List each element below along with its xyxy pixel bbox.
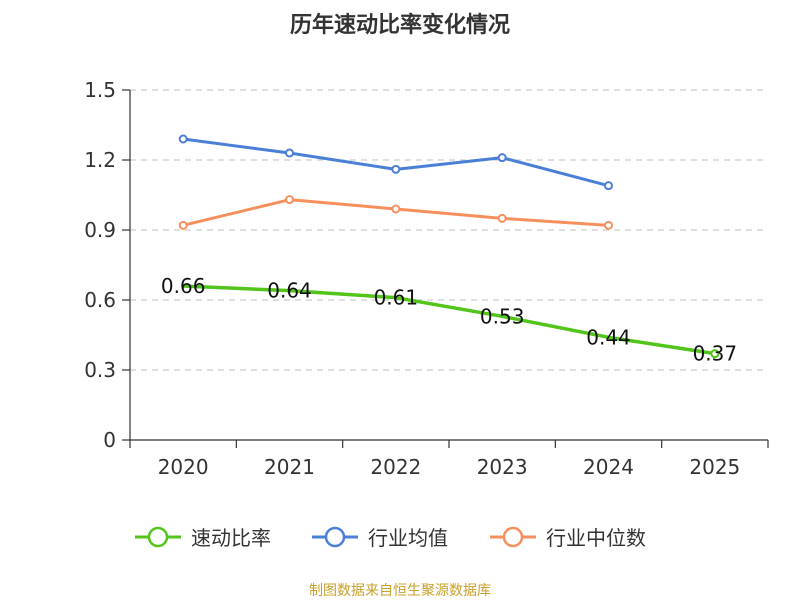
data-label: 0.66 xyxy=(161,274,206,298)
chart-title: 历年速动比率变化情况 xyxy=(290,12,510,38)
legend-marker-1 xyxy=(324,526,346,548)
y-tick-label: 0 xyxy=(103,428,116,452)
axes: 0 0.3 0.6 0.9 1.2 1.5 2020 2021 2022 2023 2024 2025 xyxy=(84,78,769,479)
x-tick-label: 2025 xyxy=(689,455,740,479)
data-point xyxy=(497,153,507,163)
y-tick-label: 0.9 xyxy=(84,218,116,242)
data-point xyxy=(285,148,294,158)
y-tick-label: 0.6 xyxy=(84,288,116,312)
data-point xyxy=(604,220,613,230)
data-point xyxy=(604,181,613,191)
data-label: 0.44 xyxy=(586,325,631,349)
source-note: 制图数据来自恒生聚源数据库 xyxy=(309,583,491,599)
x-tick-label: 2021 xyxy=(264,455,315,479)
legend: 速动比率 行业均值 行业中位数 xyxy=(135,526,646,550)
legend-label-1: 行业均值 xyxy=(368,526,448,550)
legend-label-2: 行业中位数 xyxy=(546,526,646,550)
data-label: 0.61 xyxy=(374,286,419,310)
data-label: 0.64 xyxy=(267,279,312,303)
series-group xyxy=(178,134,720,359)
data-point xyxy=(391,164,401,174)
x-tick-label: 2020 xyxy=(158,455,209,479)
data-label: 0.53 xyxy=(480,304,525,328)
data-point xyxy=(497,213,507,223)
x-tick-label: 2023 xyxy=(477,455,528,479)
data-point xyxy=(710,349,720,359)
data-point xyxy=(391,204,401,214)
data-label: 0.37 xyxy=(693,342,738,366)
data-point xyxy=(178,134,188,144)
y-tick-label: 1.5 xyxy=(84,78,116,102)
y-tick-label: 0.3 xyxy=(84,358,116,382)
series-line-1 xyxy=(182,137,609,188)
grid-lines xyxy=(130,89,768,371)
series-line-0 xyxy=(183,284,716,356)
data-point xyxy=(285,195,294,205)
x-tick-label: 2024 xyxy=(583,455,634,479)
y-tick-label: 1.2 xyxy=(84,148,116,172)
data-labels: 0.66 0.64 0.61 0.53 0.44 0.37 xyxy=(161,274,737,366)
legend-marker-2 xyxy=(502,526,524,548)
data-point xyxy=(178,220,188,230)
legend-marker-0 xyxy=(147,526,169,548)
x-tick-label: 2022 xyxy=(370,455,421,479)
legend-label-0: 速动比率 xyxy=(191,526,271,550)
